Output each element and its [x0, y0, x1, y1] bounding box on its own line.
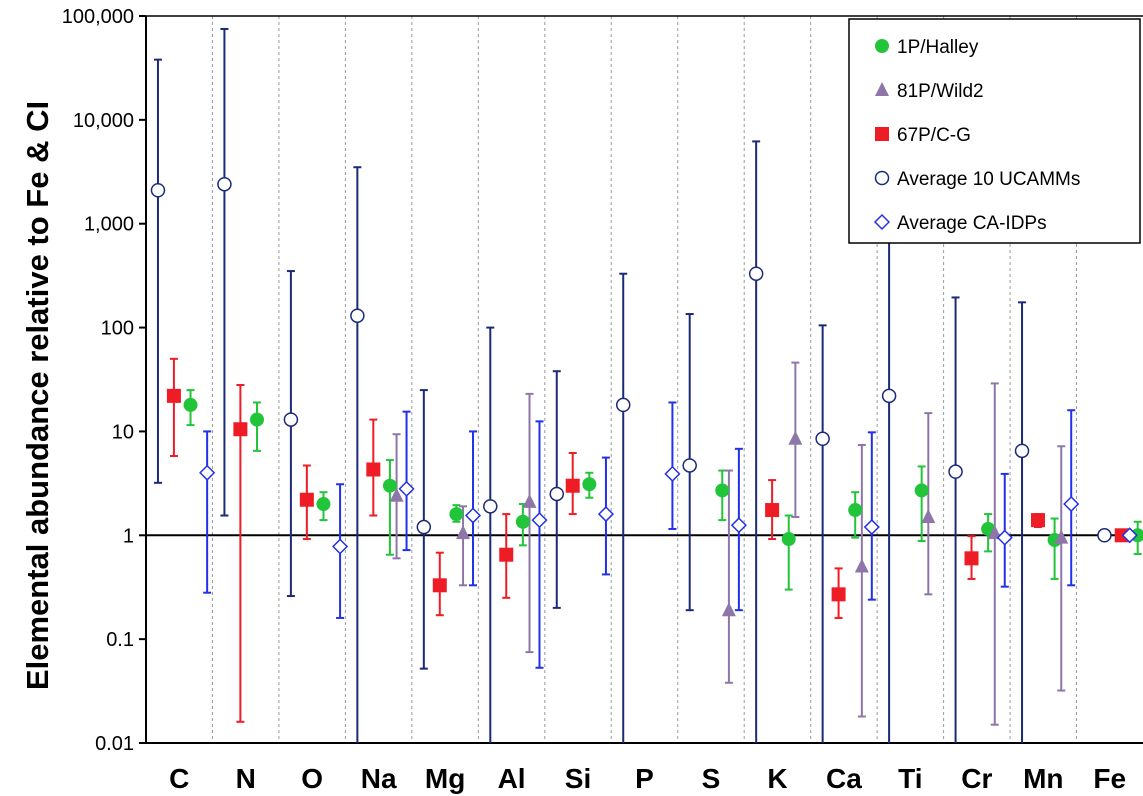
category-label-p: P	[635, 763, 654, 794]
marker-average-ca-idps-s	[730, 517, 747, 534]
category-label-c: C	[169, 763, 189, 794]
marker-1p-halley-mg	[449, 507, 464, 522]
marker-average-10-ucamms-al	[483, 499, 498, 514]
marker-average-ca-idps-p	[664, 465, 681, 482]
legend-marker-average-10-ucamms	[874, 170, 890, 186]
marker-average-10-ucamms-s	[682, 458, 697, 473]
marker-average-ca-idps-al	[531, 512, 548, 529]
marker-average-10-ucamms-c	[150, 182, 166, 198]
marker-81p-wild2-s	[721, 602, 736, 617]
legend-label-67p-c-g: 67P/C-G	[897, 125, 971, 146]
marker-81p-wild2-ti	[921, 508, 936, 523]
legend-label-average-ca-idps: Average CA-IDPs	[897, 213, 1047, 234]
legend-marker-1p-halley	[875, 39, 889, 53]
marker-average-ca-idps-na	[398, 480, 415, 497]
y-tick-label: 10	[112, 421, 134, 443]
marker-1p-halley-s	[715, 483, 730, 498]
y-tick-label: 0.01	[95, 733, 134, 755]
marker-67p-c-g-cr	[964, 551, 979, 566]
marker-average-10-ucamms-mn	[1014, 443, 1030, 459]
marker-81p-wild2-k	[788, 430, 803, 445]
category-label-na: Na	[361, 763, 397, 794]
marker-average-ca-idps-o	[332, 538, 349, 555]
marker-81p-wild2-na	[389, 487, 404, 502]
marker-average-10-ucamms-p	[615, 397, 631, 413]
marker-81p-wild2-cr	[987, 525, 1002, 540]
legend-label-average-10-ucamms: Average 10 UCAMMs	[897, 169, 1080, 190]
marker-average-10-ucamms-si	[549, 486, 565, 502]
legend: 1P/Halley 81P/Wild2 67P/C-G Average 10 UCAM…	[848, 18, 1141, 244]
marker-1p-halley-si	[582, 477, 597, 492]
marker-average-10-ucamms-na	[350, 308, 365, 323]
marker-67p-c-g-n	[233, 422, 248, 437]
marker-67p-c-g-si	[565, 478, 580, 493]
marker-67p-c-g-al	[499, 547, 514, 562]
marker-average-ca-idps-fe	[1121, 527, 1138, 544]
marker-67p-c-g-mg	[432, 578, 447, 593]
marker-average-ca-idps-mn	[1063, 495, 1080, 513]
marker-1p-halley-ti	[914, 483, 929, 498]
marker-average-ca-idps-si	[597, 506, 615, 523]
marker-67p-c-g-mn	[1030, 513, 1045, 528]
category-label-n: N	[236, 763, 256, 794]
marker-81p-wild2-ca	[854, 558, 869, 573]
marker-average-10-ucamms-n	[217, 176, 232, 192]
error-bars	[153, 27, 1142, 743]
legend-box	[848, 18, 1141, 244]
marker-average-ca-idps-mg	[464, 507, 482, 524]
legend-marker-81p-wild2	[875, 82, 889, 96]
category-label-fe: Fe	[1093, 763, 1126, 794]
legend-marker-average-ca-idps	[873, 213, 891, 231]
marker-average-ca-idps-c	[199, 464, 216, 481]
category-label-s: S	[702, 763, 721, 794]
axes: 0.01 0.1 1 10 100 1,000 10,000 100,000 C N O Na Mg Al…	[62, 6, 1143, 794]
category-label-k: K	[767, 763, 787, 794]
marker-1p-halley-al	[515, 514, 530, 529]
category-label-cr: Cr	[961, 763, 992, 794]
legend-label-1p-halley: 1P/Halley	[897, 37, 979, 58]
marker-81p-wild2-mg	[456, 525, 471, 540]
marker-average-ca-idps-ca	[863, 519, 880, 536]
marker-81p-wild2-al	[522, 493, 537, 508]
category-label-mg: Mg	[425, 763, 465, 794]
category-label-al: Al	[498, 763, 526, 794]
marker-1p-halley-ca	[848, 503, 863, 518]
category-label-mn: Mn	[1023, 763, 1063, 794]
category-label-si: Si	[565, 763, 591, 794]
marker-1p-halley-c	[183, 397, 198, 412]
marker-67p-c-g-c	[166, 388, 181, 403]
data-markers	[150, 176, 1143, 617]
y-tick-label: 10,000	[73, 110, 134, 132]
marker-average-10-ucamms-mg	[416, 519, 432, 535]
y-tick-label: 1	[123, 525, 134, 547]
marker-average-ca-idps-cr	[996, 529, 1013, 546]
y-tick-label: 100	[101, 318, 134, 340]
y-tick-label: 0.1	[106, 629, 134, 651]
legend-marker-67p-c-g	[875, 127, 889, 141]
y-axis-label: Elemental abundance relative to Fe & CI	[20, 101, 55, 690]
marker-1p-halley-na	[382, 478, 397, 493]
marker-67p-c-g-ca	[831, 587, 846, 602]
y-tick-label: 1,000	[84, 214, 134, 236]
marker-67p-c-g-k	[765, 503, 780, 518]
category-label-o: O	[301, 763, 323, 794]
legend-label-81p-wild2: 81P/Wild2	[897, 81, 984, 102]
marker-average-10-ucamms-cr	[948, 464, 963, 479]
marker-67p-c-g-na	[366, 462, 381, 477]
marker-1p-halley-n	[249, 412, 264, 427]
marker-average-10-ucamms-ca	[815, 431, 830, 447]
marker-1p-halley-o	[316, 497, 331, 512]
marker-67p-c-g-o	[299, 492, 314, 507]
marker-average-10-ucamms-fe	[1097, 528, 1112, 543]
y-tick-label: 100,000	[62, 6, 134, 28]
marker-81p-wild2-mn	[1054, 529, 1069, 544]
category-label-ca: Ca	[826, 763, 862, 794]
marker-1p-halley-k	[781, 532, 796, 547]
category-label-ti: Ti	[898, 763, 922, 794]
marker-average-10-ucamms-o	[283, 412, 299, 427]
marker-average-10-ucamms-k	[748, 266, 764, 281]
marker-average-10-ucamms-ti	[881, 388, 897, 404]
